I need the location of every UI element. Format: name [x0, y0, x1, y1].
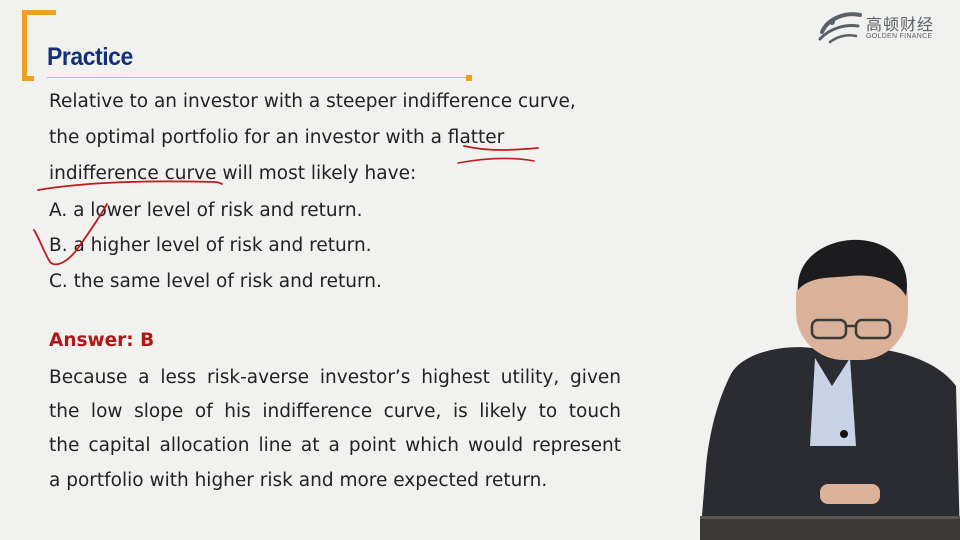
page-title: Practice [47, 43, 133, 71]
desk-surface [700, 518, 960, 540]
title-underline-dot [466, 75, 472, 81]
brand-logo: 高顿财经 GOLDEN FINANCE [816, 6, 954, 46]
lapel-microphone [840, 430, 848, 438]
underline-flatter-second [457, 157, 535, 164]
logo-text-english: GOLDEN FINANCE [866, 33, 933, 40]
logo-text-chinese: 高顿财经 [866, 15, 935, 34]
title-bracket-decoration [22, 10, 56, 81]
option-a: A. a lower level of risk and return. [49, 200, 363, 221]
question-line-2: the optimal portfolio for an investor wi… [49, 127, 505, 148]
question-line-1: Relative to an investor with a steeper i… [49, 91, 576, 112]
title-bracket-foot [22, 76, 34, 81]
logo-mark-icon [818, 12, 862, 44]
presenter-hair [797, 239, 907, 296]
presenter-hand [820, 484, 880, 504]
option-c: C. the same level of risk and return. [49, 271, 382, 292]
explanation-line-4: a portfolio with higher risk and more ex… [49, 470, 548, 491]
presenter-shirt [810, 358, 856, 446]
question-line-3: indifference curve will most likely have… [49, 163, 417, 184]
title-underline [47, 77, 470, 78]
presenter-video [700, 239, 960, 540]
option-b: B. a higher level of risk and return. [49, 235, 372, 256]
explanation-line-3: the capital allocation line at a point w… [49, 435, 621, 456]
explanation-line-1: Because a less risk-averse investor’s hi… [49, 367, 621, 388]
desk-edge [700, 516, 960, 519]
answer-label: Answer: B [49, 330, 155, 351]
explanation-line-2: the low slope of his indifference curve,… [49, 401, 621, 422]
glasses-right-lens [854, 318, 892, 340]
glasses-left-lens [810, 318, 848, 340]
